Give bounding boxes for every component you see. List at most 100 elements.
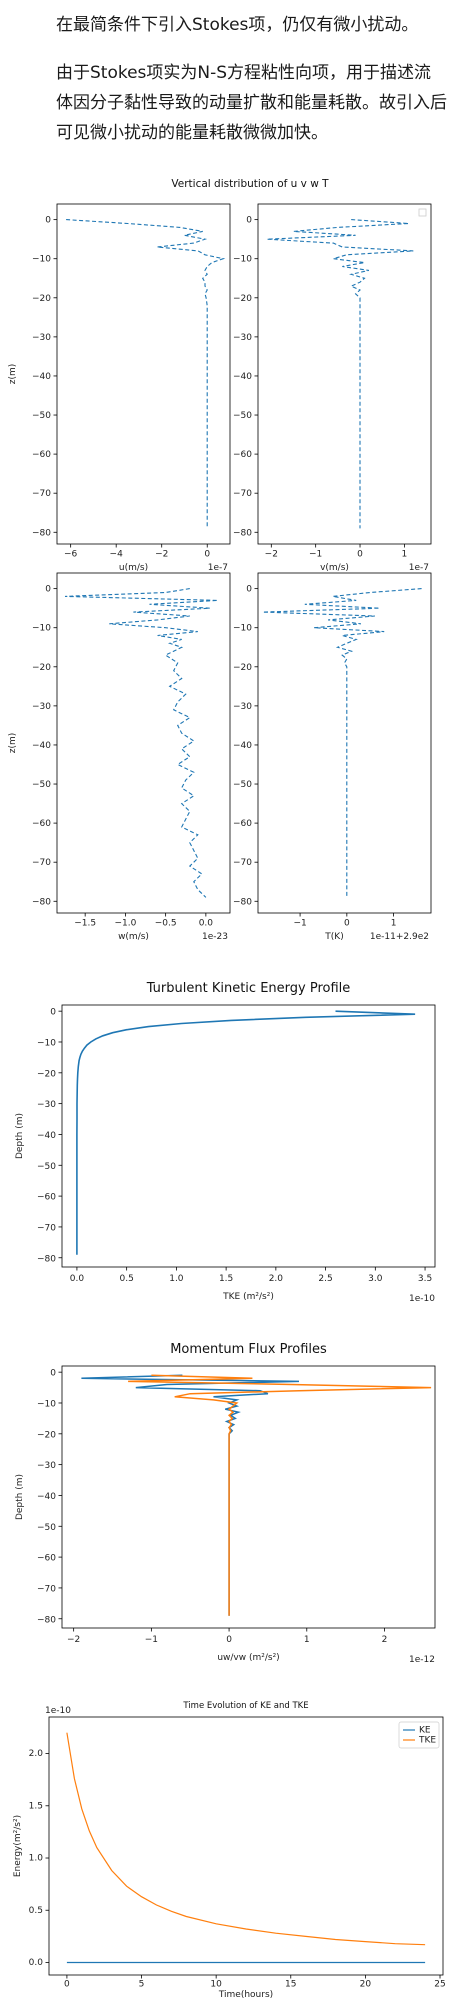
y-tick-label: −20 xyxy=(37,1430,56,1440)
y-tick-label: −20 xyxy=(32,663,51,673)
axes-frame xyxy=(48,1716,444,1976)
x-axis-label: uw/vw (m²/s²) xyxy=(217,1653,279,1663)
y-tick-label: −40 xyxy=(37,1131,56,1141)
empty-legend xyxy=(418,208,427,217)
x-tick-label: 15 xyxy=(285,1980,296,1990)
x-axis-label: v(m/s) xyxy=(320,563,349,573)
momentum-flux-figure: Momentum Flux Profiles−2 −1 0 1 20−10−20−30−… xyxy=(15,1342,436,1665)
x-tick-label: 3.0 xyxy=(368,1274,383,1284)
y-tick-label: −10 xyxy=(233,255,252,265)
y-tick-label: −50 xyxy=(32,411,51,421)
offset-text: 1e-10 xyxy=(45,1706,71,1716)
tke-line xyxy=(66,1732,426,1946)
y-axis-label: Depth (m) xyxy=(15,1113,25,1159)
y-tick-label: −70 xyxy=(32,858,51,868)
y-tick-label: 0 xyxy=(246,585,252,595)
y-tick-label: −30 xyxy=(37,1461,56,1471)
y-tick-label: −40 xyxy=(37,1492,56,1502)
y-tick-label: −30 xyxy=(233,702,252,712)
legend-label-ke: KE xyxy=(419,1726,431,1736)
offset-text: 1e-12 xyxy=(409,1655,435,1665)
flux-line-blue xyxy=(81,1374,300,1616)
y-tick-label: −10 xyxy=(32,624,51,634)
y-tick-label: −60 xyxy=(37,1193,56,1203)
axes-frame xyxy=(56,203,231,545)
y-tick-label: −80 xyxy=(37,1615,56,1625)
y-tick-label: 0 xyxy=(45,216,51,226)
chart-title: Momentum Flux Profiles xyxy=(170,1342,327,1357)
y-tick-label: −50 xyxy=(233,411,252,421)
y-axis-label: Energy(m²/s²) xyxy=(13,1815,23,1877)
intro-paragraph: 在最简条件下引入Stokes项，仍仅有微小扰动。 xyxy=(56,15,419,35)
x-tick-label: 10 xyxy=(210,1980,222,1990)
y-tick-label: −60 xyxy=(233,450,252,460)
y-tick-label: −60 xyxy=(32,819,51,829)
profile-line xyxy=(266,219,414,529)
x-tick-label: 0 xyxy=(357,550,363,560)
y-tick-label: −60 xyxy=(37,1554,56,1564)
y-tick-label: −50 xyxy=(37,1162,56,1172)
x-axis-label: TKE (m²/s²) xyxy=(222,1292,274,1302)
y-axis-label: z(m) xyxy=(8,733,18,754)
chart-title: Turbulent Kinetic Energy Profile xyxy=(146,981,351,996)
y-tick-label: −40 xyxy=(32,741,51,751)
x-tick-label: 20 xyxy=(360,1980,372,1990)
y-tick-label: 0.0 xyxy=(29,1958,44,1968)
x-tick-label: 0 xyxy=(64,1980,70,1990)
y-tick-label: −80 xyxy=(233,897,252,907)
x-tick-label: 0.0 xyxy=(199,919,214,929)
y-tick-label: −40 xyxy=(32,372,51,382)
profile-line xyxy=(66,219,226,529)
x-tick-label: 0 xyxy=(344,919,350,929)
time-evolution-figure: Time Evolution of KE and TKE 1e-10 0 5 10 15 2… xyxy=(13,1701,446,2000)
offset-text: 1e-10 xyxy=(409,1294,435,1304)
x-tick-label: −1 xyxy=(145,1635,158,1645)
axes-frame xyxy=(61,1365,436,1629)
y-tick-label: −30 xyxy=(233,333,252,343)
tke-line xyxy=(76,1010,416,1255)
y-tick-label: −50 xyxy=(32,780,51,790)
x-tick-label: −4 xyxy=(110,550,124,560)
x-tick-label: 0 xyxy=(226,1635,232,1645)
y-tick-label: −10 xyxy=(32,255,51,265)
x-axis-label: w(m/s) xyxy=(118,932,149,942)
x-tick-label: 1 xyxy=(304,1635,310,1645)
y-tick-label: −20 xyxy=(32,294,51,304)
flux-line-orange xyxy=(128,1374,432,1616)
y-tick-label: 1.0 xyxy=(29,1854,44,1864)
y-tick-label: −50 xyxy=(233,780,252,790)
y-tick-label: 0 xyxy=(50,1369,56,1379)
x-tick-label: −2 xyxy=(265,550,278,560)
y-tick-label: −10 xyxy=(37,1038,56,1048)
x-tick-label: 1.0 xyxy=(169,1274,184,1284)
x-tick-label: 1 xyxy=(402,550,408,560)
y-tick-label: −80 xyxy=(32,897,51,907)
y-tick-label: −70 xyxy=(32,489,51,499)
y-tick-label: −30 xyxy=(32,333,51,343)
x-tick-label: −6 xyxy=(64,550,78,560)
x-tick-label: 2.5 xyxy=(318,1274,332,1284)
y-tick-label: −70 xyxy=(37,1584,56,1594)
y-tick-label: 2.0 xyxy=(29,1749,44,1759)
x-axis-label: T(K) xyxy=(324,932,343,942)
y-tick-label: −10 xyxy=(233,624,252,634)
x-tick-label: 0.0 xyxy=(70,1274,85,1284)
offset-text: 1e-7 xyxy=(409,563,429,573)
y-tick-label: 0 xyxy=(246,216,252,226)
y-tick-label: −20 xyxy=(233,663,252,673)
x-tick-label: −1.0 xyxy=(114,919,136,929)
x-tick-label: 1 xyxy=(391,919,397,929)
x-tick-label: 3.5 xyxy=(418,1274,432,1284)
figure-title: Vertical distribution of u v w T xyxy=(171,178,329,190)
y-tick-label: −50 xyxy=(37,1523,56,1533)
x-axis-label: u(m/s) xyxy=(119,563,148,573)
offset-text: 1e-11+2.9e2 xyxy=(370,932,429,942)
x-tick-label: −1 xyxy=(293,919,306,929)
y-tick-label: −80 xyxy=(233,528,252,538)
offset-text: 1e-7 xyxy=(208,563,228,573)
y-tick-label: −20 xyxy=(233,294,252,304)
axes-frame xyxy=(56,572,231,914)
y-tick-label: −30 xyxy=(37,1100,56,1110)
y-tick-label: −70 xyxy=(37,1223,56,1233)
x-tick-label: 25 xyxy=(434,1980,445,1990)
